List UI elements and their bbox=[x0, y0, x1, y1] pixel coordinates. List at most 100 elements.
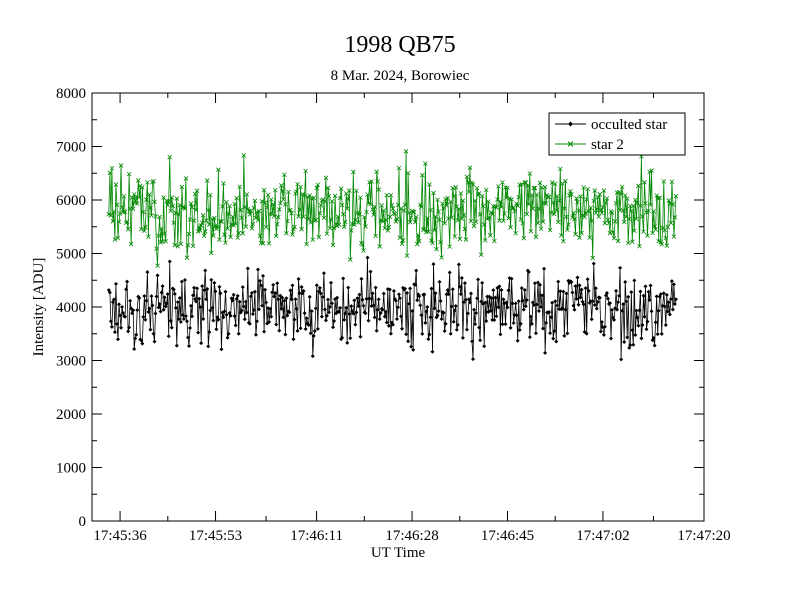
data-point bbox=[577, 235, 582, 240]
data-point bbox=[307, 294, 312, 299]
data-point bbox=[392, 211, 398, 217]
data-point bbox=[149, 294, 154, 299]
data-point bbox=[520, 220, 526, 226]
data-point bbox=[611, 235, 617, 241]
series-occulted-star bbox=[106, 255, 678, 362]
data-point bbox=[574, 196, 579, 201]
data-point bbox=[259, 199, 265, 204]
data-point bbox=[595, 195, 601, 200]
data-point bbox=[477, 212, 483, 217]
data-point bbox=[237, 184, 242, 190]
data-point bbox=[181, 317, 186, 322]
data-point bbox=[338, 186, 344, 191]
data-point bbox=[426, 229, 431, 234]
data-point bbox=[547, 227, 553, 233]
data-point bbox=[144, 197, 149, 203]
data-point bbox=[648, 283, 653, 288]
data-point bbox=[432, 227, 437, 233]
data-point bbox=[609, 336, 614, 341]
data-point bbox=[135, 178, 141, 183]
data-point bbox=[654, 294, 659, 299]
data-point bbox=[448, 331, 453, 336]
data-point bbox=[275, 281, 280, 286]
data-point bbox=[280, 188, 285, 194]
data-point bbox=[107, 170, 113, 176]
data-point bbox=[337, 309, 342, 314]
data-point bbox=[176, 212, 182, 217]
data-point bbox=[482, 238, 488, 243]
data-point bbox=[669, 279, 674, 284]
data-point bbox=[606, 220, 612, 226]
data-point bbox=[505, 185, 510, 191]
data-point bbox=[563, 307, 568, 312]
data-point bbox=[239, 308, 244, 313]
data-point bbox=[510, 301, 515, 306]
data-point bbox=[670, 307, 675, 312]
data-point bbox=[313, 306, 318, 311]
data-point bbox=[574, 296, 579, 301]
data-point bbox=[188, 201, 194, 206]
data-point bbox=[629, 208, 634, 214]
data-point bbox=[329, 280, 334, 285]
data-point bbox=[184, 319, 189, 324]
data-point bbox=[587, 235, 592, 240]
data-point bbox=[518, 321, 523, 326]
data-point bbox=[256, 307, 261, 312]
data-point bbox=[613, 200, 619, 206]
data-point bbox=[277, 328, 282, 333]
data-point bbox=[345, 196, 351, 202]
data-point bbox=[499, 287, 504, 292]
data-point bbox=[565, 331, 570, 336]
data-point bbox=[311, 333, 316, 338]
data-point bbox=[317, 285, 322, 290]
data-point bbox=[184, 255, 190, 260]
data-point bbox=[412, 219, 418, 225]
data-point bbox=[672, 302, 677, 307]
data-point bbox=[663, 323, 668, 328]
data-point bbox=[550, 300, 555, 305]
data-point bbox=[554, 339, 559, 344]
data-point bbox=[403, 286, 408, 291]
data-point bbox=[509, 276, 514, 281]
data-point bbox=[395, 202, 401, 208]
data-point bbox=[664, 292, 669, 297]
data-point bbox=[308, 331, 313, 336]
data-point bbox=[199, 341, 204, 346]
data-point bbox=[603, 200, 609, 205]
data-point bbox=[472, 307, 477, 312]
data-point bbox=[544, 320, 549, 325]
data-point bbox=[561, 238, 566, 244]
data-point bbox=[415, 298, 420, 303]
data-point bbox=[160, 284, 165, 289]
data-point bbox=[473, 322, 478, 327]
data-point bbox=[326, 193, 332, 199]
data-point bbox=[506, 288, 511, 293]
data-point bbox=[563, 178, 568, 184]
data-point bbox=[192, 191, 198, 197]
data-point bbox=[647, 297, 652, 302]
data-point bbox=[364, 209, 369, 215]
data-point bbox=[189, 204, 195, 210]
data-point bbox=[668, 220, 674, 226]
y-tick-label: 5000 bbox=[56, 247, 86, 263]
data-point bbox=[593, 210, 599, 216]
data-point bbox=[375, 307, 380, 312]
data-point bbox=[493, 295, 498, 300]
data-point bbox=[249, 290, 254, 295]
data-point bbox=[281, 197, 286, 202]
data-point bbox=[376, 187, 381, 192]
data-point bbox=[638, 203, 643, 208]
data-point bbox=[285, 313, 290, 318]
data-point bbox=[283, 202, 288, 207]
data-point bbox=[575, 275, 580, 280]
data-point bbox=[592, 188, 598, 193]
data-point bbox=[327, 225, 333, 231]
data-point bbox=[203, 218, 209, 223]
data-point bbox=[223, 289, 228, 294]
data-point bbox=[673, 297, 678, 302]
data-point bbox=[529, 192, 535, 198]
data-point bbox=[546, 194, 552, 200]
data-point bbox=[629, 290, 634, 295]
data-point bbox=[548, 210, 554, 215]
data-point bbox=[405, 170, 411, 176]
